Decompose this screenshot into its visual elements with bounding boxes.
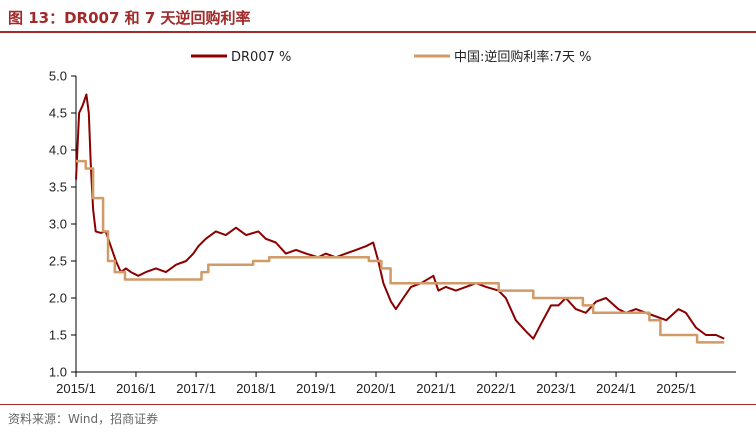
x-tick-label: 2019/1: [296, 381, 336, 396]
series-line-dr007: [75, 93, 725, 340]
y-tick-label: 4.0: [49, 143, 67, 158]
source-note: 资料来源：Wind，招商证券: [8, 412, 159, 426]
x-tick-label: 2018/1: [236, 381, 276, 396]
series-line-reverse-repo: [76, 159, 725, 344]
title-divider: [0, 31, 756, 33]
y-tick-label: 1.5: [49, 328, 67, 343]
y-tick-label: 2.0: [49, 291, 67, 306]
x-tick-label: 2016/1: [116, 381, 156, 396]
y-tick-label: 5.0: [49, 69, 67, 84]
x-tick-label: 2020/1: [356, 381, 396, 396]
x-tick-label: 2023/1: [536, 381, 576, 396]
line-chart: DR007 % 中国:逆回购利率:7天 % 1.0 1.5 2.0 2.5 3.0 3.5…: [49, 49, 736, 396]
y-tick-label: 1.0: [49, 365, 67, 380]
chart-series: [75, 93, 725, 344]
chart-legend: DR007 % 中国:逆回购利率:7天 %: [191, 49, 592, 65]
legend-label-dr007: DR007 %: [231, 50, 291, 65]
y-tick-label: 2.5: [49, 254, 67, 269]
chart-axes: 1.0 1.5 2.0 2.5 3.0 3.5 4.0 4.5 5.0 2015/1 2016/1 2…: [49, 69, 736, 396]
x-tick-label: 2017/1: [176, 381, 216, 396]
x-tick-label: 2021/1: [416, 381, 456, 396]
x-tick-label: 2022/1: [476, 381, 516, 396]
figure-title: 图 13：DR007 和 7 天逆回购利率: [8, 9, 251, 27]
x-tick-label: 2024/1: [596, 381, 636, 396]
y-tick-label: 4.5: [49, 106, 67, 121]
y-tick-label: 3.0: [49, 217, 67, 232]
bottom-divider: [0, 404, 756, 405]
y-tick-label: 3.5: [49, 180, 67, 195]
legend-label-reverse-repo: 中国:逆回购利率:7天 %: [454, 49, 592, 65]
x-tick-label: 2015/1: [56, 381, 96, 396]
x-tick-label: 2025/1: [656, 381, 696, 396]
